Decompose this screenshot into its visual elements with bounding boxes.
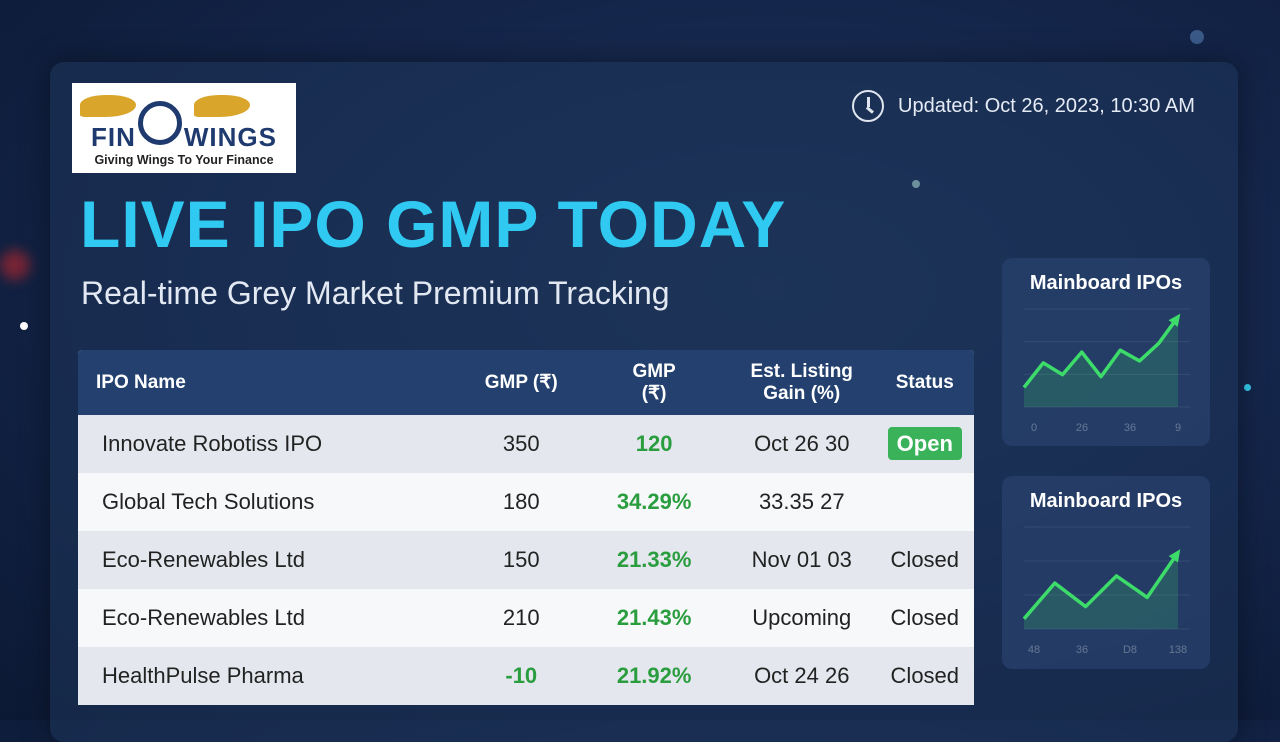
table-row[interactable]: Innovate Robotiss IPO 350 120 Oct 26 30 … (78, 415, 974, 473)
page-title: LIVE IPO GMP TODAY (80, 187, 787, 261)
chart-line (1022, 551, 1180, 620)
page-subtitle: Real-time Grey Market Premium Tracking (81, 275, 670, 311)
status: Closed (876, 663, 974, 689)
status-badge: Closed (890, 605, 960, 630)
column-header: IPO Name (96, 371, 186, 393)
x-tick-label: 9 (1175, 422, 1181, 434)
ipo-name: Eco-Renewables Ltd (102, 547, 306, 572)
ipo-name: Global Tech Solutions (102, 489, 315, 514)
card-title: Mainboard IPOs (1029, 490, 1183, 512)
ipo-gmp-table: IPO Name GMP (₹) GMP (₹) Est. Listing Ga… (78, 350, 974, 705)
status: Closed (876, 547, 974, 573)
column-header: Est. Listing Gain (%) (750, 360, 853, 404)
chart-line (1022, 315, 1180, 389)
gmp-percent: 34.29% (616, 489, 692, 514)
gmp-value: 210 (502, 605, 540, 630)
x-tick-label: 48 (1028, 644, 1040, 656)
table-row[interactable]: Eco-Renewables Ltd 210 21.43% Upcoming C… (78, 589, 974, 647)
listing-gain: 33.35 27 (758, 489, 845, 514)
table-row[interactable]: HealthPulse Pharma -10 21.92% Oct 24 26 … (78, 647, 974, 705)
ipo-name: Innovate Robotiss IPO (102, 431, 323, 456)
logo-tagline: Giving Wings To Your Finance (94, 153, 274, 167)
x-tick-label: 138 (1169, 644, 1187, 656)
listing-gain: Nov 01 03 (751, 547, 852, 572)
table-row[interactable]: Global Tech Solutions 180 34.29% 33.35 2… (78, 473, 974, 531)
x-tick-label: 26 (1076, 422, 1088, 434)
gmp-value: 180 (502, 489, 540, 514)
arrow-up-icon (1168, 313, 1181, 327)
gmp-percent: 21.92% (616, 663, 692, 688)
card-title: Mainboard IPOs (1029, 272, 1183, 294)
gmp-percent: 21.33% (616, 547, 692, 572)
logo-text: WINGS (183, 122, 277, 152)
listing-gain: Oct 24 26 (754, 663, 850, 688)
logo-text: FIN (91, 122, 136, 152)
mainboard-ipos-card-1[interactable]: Mainboard IPOs 0 26 36 9 (1002, 258, 1210, 446)
gmp-value: 350 (502, 431, 540, 456)
finwings-logo: FIN WINGS Giving Wings To Your Finance (72, 83, 296, 173)
gmp-percent: 120 (635, 431, 673, 456)
x-tick-label: D8 (1123, 644, 1137, 656)
x-tick-label: 36 (1076, 644, 1088, 656)
updated-text: Updated: Oct 26, 2023, 10:30 AM (898, 94, 1195, 117)
column-header: GMP (₹) (632, 360, 676, 404)
mainboard-chart-1: 0 26 36 9 (1022, 308, 1190, 434)
status: Open (876, 427, 974, 460)
chart-area (1024, 552, 1178, 629)
gmp-value: 150 (502, 547, 540, 572)
clock-icon (852, 90, 884, 122)
x-tick-label: 0 (1031, 422, 1037, 434)
column-header: Status (895, 371, 954, 393)
status-badge: Open (887, 427, 962, 460)
status-badge: Closed (890, 663, 960, 688)
x-tick-label: 36 (1124, 422, 1136, 434)
listing-gain: Upcoming (752, 605, 852, 630)
updated-timestamp: Updated: Oct 26, 2023, 10:30 AM (852, 90, 1195, 122)
mainboard-chart-2: 48 36 D8 138 (1022, 526, 1190, 656)
chart-area (1024, 316, 1178, 407)
ipo-name: Eco-Renewables Ltd (102, 605, 306, 630)
arrow-up-icon (1168, 549, 1181, 563)
gmp-percent: 21.43% (616, 605, 692, 630)
table-header: IPO Name GMP (₹) GMP (₹) Est. Listing Ga… (78, 350, 974, 415)
status-badge: Closed (890, 547, 960, 572)
mainboard-ipos-card-2[interactable]: Mainboard IPOs 48 36 D8 138 (1002, 476, 1210, 669)
column-header: GMP (₹) (484, 372, 558, 393)
listing-gain: Oct 26 30 (754, 431, 850, 456)
table-row[interactable]: Eco-Renewables Ltd 150 21.33% Nov 01 03 … (78, 531, 974, 589)
gmp-value: -10 (505, 663, 538, 688)
ipo-name: HealthPulse Pharma (102, 663, 304, 688)
status: Closed (876, 605, 974, 631)
